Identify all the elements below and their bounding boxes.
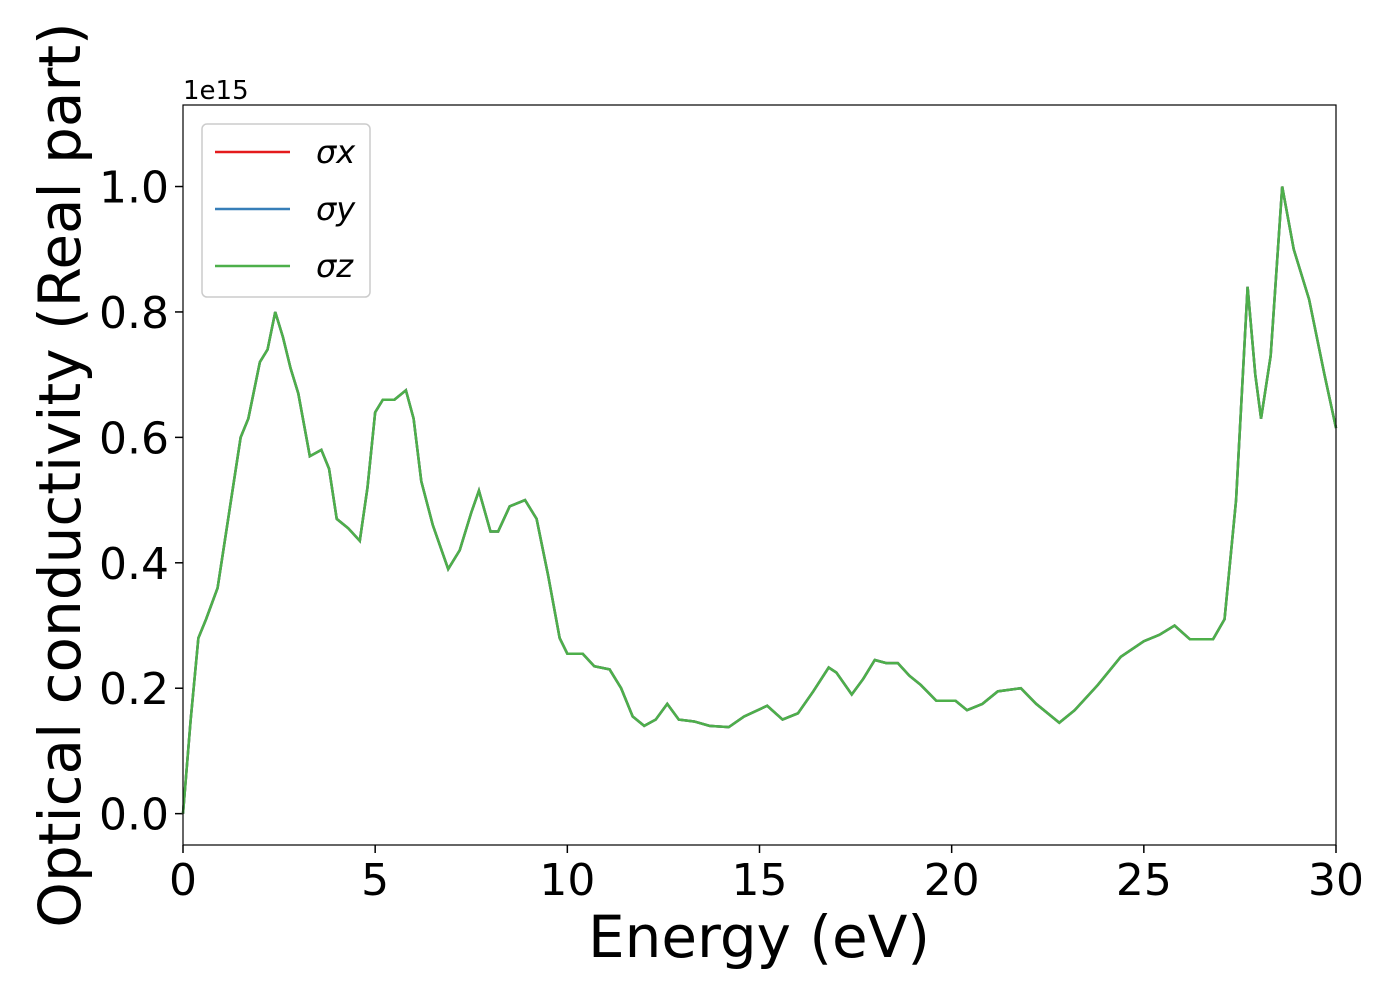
y-tick-label: 1.0: [99, 163, 169, 214]
x-tick-label: 20: [924, 855, 980, 906]
y-tick-label: 0.6: [99, 413, 169, 464]
x-tick-label: 25: [1116, 855, 1172, 906]
line-series: [181, 186, 1338, 814]
y-tick-label: 0.4: [99, 539, 169, 590]
x-tick-label: 5: [361, 855, 389, 906]
y-tick-label: 0.0: [99, 790, 169, 841]
y-offset-label: 1e15: [183, 76, 249, 106]
legend-box: [201, 123, 371, 298]
x-tick-label: 15: [732, 855, 788, 906]
legend-label: σz: [316, 247, 354, 285]
x-axis-label: Energy (eV): [588, 903, 930, 971]
x-tick-label: 0: [169, 855, 197, 906]
legend-label: σx: [316, 133, 356, 171]
x-tick-label: 30: [1308, 855, 1364, 906]
y-tick-label: 0.2: [99, 664, 169, 715]
y-tick-label: 0.8: [99, 288, 169, 339]
plot-frame: [182, 104, 1337, 846]
y-axis-label: Optical conductivity (Real part): [26, 22, 94, 927]
legend-label: σy: [316, 190, 356, 228]
x-tick-label: 10: [539, 855, 595, 906]
